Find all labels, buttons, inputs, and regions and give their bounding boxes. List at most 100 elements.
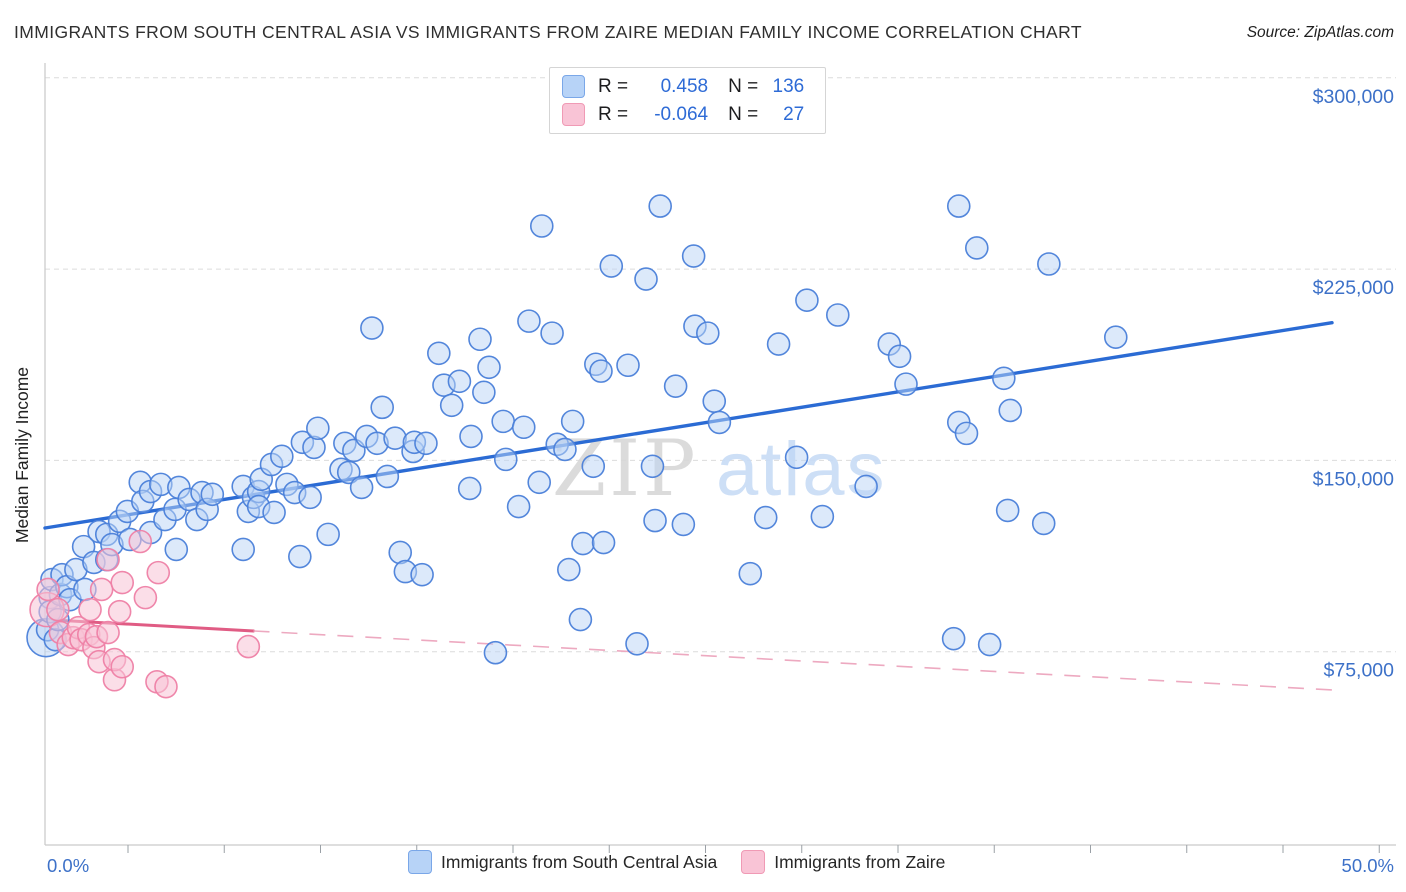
- scatter-point-south-central-asia: [634, 267, 658, 291]
- scatter-point-south-central-asia: [540, 321, 564, 345]
- blue-series-swatch: [408, 850, 432, 874]
- scatter-point-south-central-asia: [784, 445, 809, 470]
- scatter-point-south-central-asia: [825, 303, 850, 327]
- scatter-point-south-central-asia: [472, 380, 496, 405]
- scatter-point-south-central-asia: [506, 494, 531, 519]
- scatter-point-zaire: [154, 674, 178, 699]
- scatter-point-zaire: [96, 547, 120, 572]
- scatter-point-zaire: [36, 577, 60, 602]
- series-legend: Immigrants from South Central Asia Immig…: [408, 850, 945, 874]
- scatter-point-south-central-asia: [491, 409, 515, 434]
- scatter-point-south-central-asia: [200, 482, 225, 507]
- legend-item-south-central-asia: Immigrants from South Central Asia: [408, 850, 717, 874]
- page-title: IMMIGRANTS FROM SOUTH CENTRAL ASIA VS IM…: [14, 22, 1082, 42]
- scatter-point-south-central-asia: [370, 395, 394, 420]
- watermark-zip: ZIP: [552, 424, 699, 514]
- scatter-point-south-central-asia: [753, 505, 778, 530]
- r-label: R =: [598, 75, 629, 97]
- scatter-point-zaire: [128, 529, 153, 554]
- watermark-atlas: atlas: [716, 427, 887, 512]
- scatter-point-south-central-asia: [671, 512, 696, 537]
- scatter-point-south-central-asia: [447, 369, 472, 394]
- scatter-point-south-central-asia: [527, 470, 552, 495]
- scatter-point-south-central-asia: [894, 372, 918, 396]
- scatter-point-south-central-asia: [375, 464, 400, 489]
- scatter-point-south-central-asia: [795, 288, 819, 313]
- scatter-point-south-central-asia: [410, 562, 434, 587]
- scatter-point-south-central-asia: [439, 393, 464, 418]
- scatter-point-south-central-asia: [483, 640, 508, 665]
- pink-series-swatch: [562, 103, 585, 126]
- y-axis-tick-label: $225,000: [1313, 277, 1394, 299]
- scatter-point-south-central-asia: [941, 626, 966, 651]
- scatter-point-south-central-asia: [568, 607, 593, 632]
- scatter-point-south-central-asia: [707, 410, 732, 435]
- y-axis-title: Median Family Income: [12, 367, 32, 543]
- scatter-point-south-central-asia: [459, 424, 483, 449]
- scatter-point-south-central-asia: [581, 454, 606, 479]
- scatter-point-south-central-asia: [616, 353, 640, 378]
- scatter-point-south-central-asia: [681, 244, 706, 268]
- scatter-point-zaire: [96, 620, 120, 645]
- scatter-point-south-central-asia: [560, 409, 585, 434]
- scatter-point-south-central-asia: [954, 421, 979, 446]
- scatter-point-zaire: [110, 654, 135, 679]
- scatter-point-south-central-asia: [702, 389, 727, 414]
- scatter-point-south-central-asia: [164, 537, 189, 562]
- scatter-point-south-central-asia: [302, 435, 326, 460]
- scatter-point-south-central-asia: [964, 236, 989, 260]
- scatter-point-south-central-asia: [995, 498, 1020, 523]
- scatter-point-south-central-asia: [553, 437, 577, 462]
- scatter-point-zaire: [236, 634, 261, 659]
- scatter-point-south-central-asia: [992, 366, 1016, 391]
- scatter-point-south-central-asia: [316, 522, 340, 547]
- n-label: N =: [728, 75, 759, 97]
- scatter-point-south-central-asia: [1037, 252, 1061, 276]
- scatter-point-south-central-asia: [231, 537, 255, 562]
- scatter-point-south-central-asia: [738, 561, 763, 586]
- scatter-point-south-central-asia: [306, 416, 330, 441]
- scatter-point-south-central-asia: [493, 447, 518, 472]
- scatter-point-south-central-asia: [414, 431, 438, 456]
- n-value: 136: [772, 75, 805, 97]
- scatter-point-south-central-asia: [663, 374, 688, 398]
- scatter-point-south-central-asia: [591, 530, 616, 555]
- scatter-point-south-central-asia: [270, 444, 294, 469]
- scatter-point-south-central-asia: [336, 460, 361, 485]
- scatter-point-south-central-asia: [887, 344, 912, 369]
- pink-trend-line-dashed: [253, 630, 1333, 691]
- n-value: 27: [783, 103, 805, 125]
- scatter-point-south-central-asia: [529, 214, 554, 238]
- scatter-point-south-central-asia: [854, 474, 878, 499]
- scatter-point-zaire: [46, 597, 70, 622]
- pink-series-swatch: [741, 850, 766, 874]
- scatter-point-zaire: [107, 599, 132, 624]
- scatter-point-south-central-asia: [262, 500, 286, 525]
- scatter-point-south-central-asia: [557, 557, 581, 582]
- scatter-point-south-central-asia: [599, 254, 624, 278]
- stats-row-south-central-asia: R = 0.458 N = 136: [562, 75, 813, 98]
- scatter-point-south-central-asia: [511, 415, 536, 440]
- y-axis-tick-label: $300,000: [1313, 86, 1394, 108]
- r-label: R =: [598, 103, 629, 125]
- scatter-point-south-central-asia: [766, 332, 791, 356]
- scatter-point-south-central-asia: [1103, 325, 1128, 350]
- scatter-point-south-central-asia: [1031, 511, 1056, 536]
- scatter-point-south-central-asia: [696, 321, 720, 345]
- x-axis-max-label: 50.0%: [1342, 855, 1394, 876]
- source-attribution: Source: ZipAtlas.com: [1246, 24, 1394, 41]
- blue-series-swatch: [562, 75, 585, 98]
- scatter-point-south-central-asia: [625, 631, 649, 656]
- scatter-point-south-central-asia: [288, 544, 312, 569]
- scatter-point-south-central-asia: [643, 508, 667, 533]
- scatter-point-south-central-asia: [640, 454, 665, 479]
- y-axis-tick-label: $150,000: [1313, 468, 1394, 490]
- scatter-point-south-central-asia: [477, 355, 501, 380]
- scatter-point-south-central-asia: [810, 504, 835, 529]
- scatter-point-south-central-asia: [468, 327, 492, 352]
- scatter-point-south-central-asia: [589, 359, 613, 383]
- y-axis-tick-label: $75,000: [1324, 660, 1395, 682]
- scatter-point-south-central-asia: [517, 309, 541, 333]
